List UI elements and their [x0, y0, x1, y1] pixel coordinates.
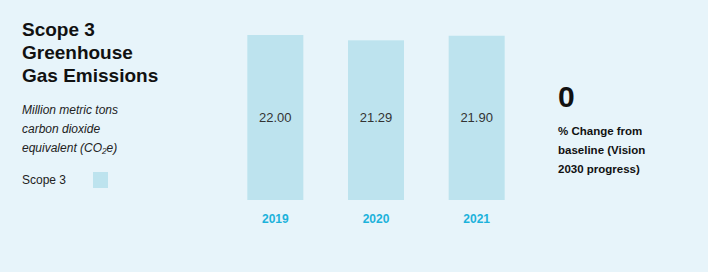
subtitle: Million metric tons carbon dioxide equiv…	[22, 101, 140, 158]
bar	[348, 40, 404, 200]
bar	[247, 35, 303, 200]
bars	[247, 35, 504, 200]
bar	[449, 36, 505, 200]
data-label: 21.90	[460, 110, 493, 125]
annotation-value: 0	[558, 80, 575, 114]
data-label: 21.29	[360, 110, 393, 125]
x-tick-label: 2019	[262, 212, 289, 226]
labels: 22.00 21.29 21.90 2019 2020 2021	[259, 110, 493, 226]
data-label: 22.00	[259, 110, 292, 125]
annotation-text: % Change from baseline (Vision 2030 prog…	[558, 122, 666, 179]
legend-label: Scope 3	[22, 173, 66, 187]
chart: 22.00 21.29 21.90 2019 2020 2021	[0, 0, 708, 272]
x-tick-label: 2020	[363, 212, 390, 226]
title: Scope 3 Greenhouse Gas Emissions	[22, 18, 172, 87]
x-tick-label: 2021	[463, 212, 490, 226]
legend-swatch	[93, 172, 108, 188]
